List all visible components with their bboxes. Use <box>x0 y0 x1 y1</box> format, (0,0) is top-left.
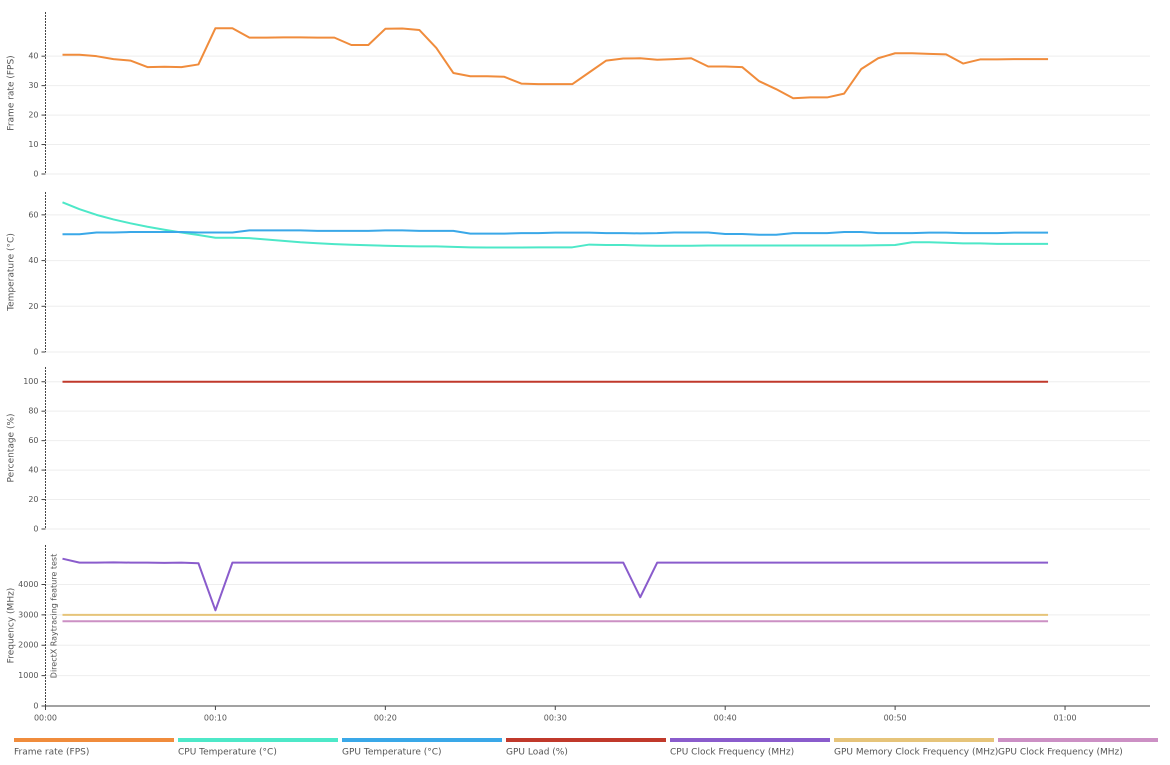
legend-swatch <box>670 738 830 742</box>
y-tick-label: 1000 <box>18 671 38 680</box>
legend-item: GPU Temperature (°C) <box>342 738 502 758</box>
y-axis-label: Frequency (MHz) <box>7 588 17 664</box>
legend-swatch <box>998 738 1158 742</box>
y-tick-label: 3000 <box>18 610 38 619</box>
y-tick-label: 0 <box>33 348 38 357</box>
x-tick-label: 00:40 <box>714 714 737 723</box>
x-tick-label: 00:20 <box>374 714 397 723</box>
x-tick-label: 00:50 <box>884 714 907 723</box>
series-line <box>62 27 1049 100</box>
legend-swatch <box>178 738 338 742</box>
annotation: DirectX Raytracing feature test <box>50 554 59 678</box>
x-tick-label: 00:00 <box>34 714 57 723</box>
y-tick-label: 20 <box>28 302 38 311</box>
series-line <box>62 557 1049 612</box>
y-axis-label: Temperature (°C) <box>7 233 17 312</box>
y-tick-label: 60 <box>28 210 38 219</box>
legend-label: CPU Temperature (°C) <box>178 748 277 758</box>
y-tick-label: 0 <box>33 170 38 179</box>
x-tick-label: 01:00 <box>1054 714 1077 723</box>
y-tick-label: 40 <box>28 466 38 475</box>
legend-item: CPU Clock Frequency (MHz) <box>670 738 830 758</box>
series-line <box>62 229 1049 236</box>
y-tick-label: 40 <box>28 256 38 265</box>
legend-label: GPU Load (%) <box>506 748 568 758</box>
y-tick-label: 80 <box>28 407 38 416</box>
legend-swatch <box>14 738 174 742</box>
y-axis-label: Frame rate (FPS) <box>7 55 17 130</box>
x-tick-label: 00:10 <box>204 714 227 723</box>
legend-item: CPU Temperature (°C) <box>178 738 338 758</box>
legend-swatch <box>834 738 994 742</box>
legend-item: GPU Clock Frequency (MHz) <box>998 738 1158 758</box>
y-tick-label: 30 <box>28 81 38 90</box>
y-tick-label: 0 <box>33 702 38 711</box>
legend-swatch <box>342 738 502 742</box>
x-tick-label: 00:30 <box>544 714 567 723</box>
y-tick-label: 2000 <box>18 641 38 650</box>
y-tick-label: 4000 <box>18 580 38 589</box>
legend-label: CPU Clock Frequency (MHz) <box>670 748 794 758</box>
y-tick-label: 20 <box>28 111 38 120</box>
legend-label: GPU Temperature (°C) <box>342 748 442 758</box>
y-tick-label: 0 <box>33 525 38 534</box>
y-tick-label: 10 <box>28 140 38 149</box>
legend-item: GPU Memory Clock Frequency (MHz) <box>834 738 998 758</box>
y-tick-label: 60 <box>28 436 38 445</box>
series-line <box>62 201 1049 249</box>
y-axis-label: Percentage (%) <box>7 413 17 482</box>
legend-label: Frame rate (FPS) <box>14 748 89 758</box>
legend-item: GPU Load (%) <box>506 738 666 758</box>
y-tick-label: 20 <box>28 495 38 504</box>
legend-item: Frame rate (FPS) <box>14 738 174 758</box>
y-tick-label: 40 <box>28 52 38 61</box>
y-tick-label: 100 <box>23 377 38 386</box>
legend-swatch <box>506 738 666 742</box>
legend-label: GPU Memory Clock Frequency (MHz) <box>834 748 998 758</box>
legend-label: GPU Clock Frequency (MHz) <box>998 748 1123 758</box>
